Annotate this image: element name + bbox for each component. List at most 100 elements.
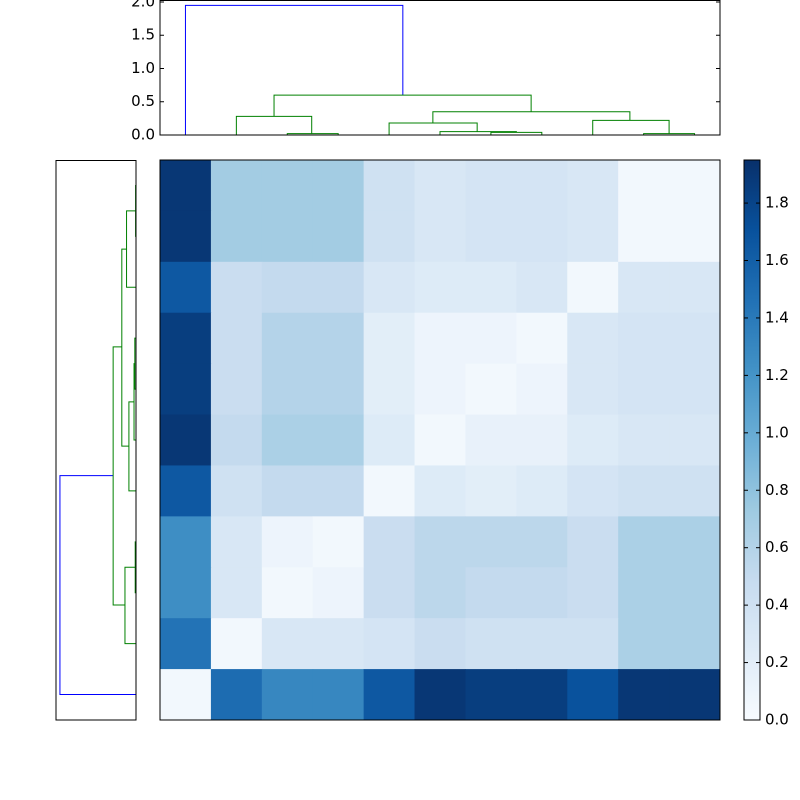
heatmap-cell	[210, 669, 263, 721]
dendrogram-link	[134, 337, 136, 390]
heatmap-cell	[516, 210, 568, 263]
heatmap-cell	[669, 516, 721, 568]
heatmap-cell	[261, 312, 314, 365]
heatmap-cell	[567, 516, 619, 568]
dendrogram-link	[388, 122, 478, 135]
heatmap-cell	[669, 465, 721, 517]
heatmap-cell	[414, 363, 466, 416]
heatmap-cell	[363, 465, 416, 517]
heatmap-cell	[160, 618, 212, 670]
heatmap-cell	[261, 363, 314, 416]
dendrogram-link	[235, 115, 313, 135]
dendrogram-link	[128, 401, 136, 492]
heatmap-cell	[516, 669, 568, 721]
heatmap-cell	[516, 261, 568, 314]
y-tick-label: 0.0	[131, 126, 155, 144]
heatmap-cell	[210, 210, 263, 263]
colorbar-tick-label: 0.2	[765, 653, 789, 671]
colorbar-tick-label: 1.8	[765, 194, 789, 212]
heatmap-cell	[261, 516, 314, 568]
heatmap-cell	[363, 210, 416, 263]
heatmap-cell	[160, 669, 212, 721]
heatmap-cell	[261, 210, 314, 263]
heatmap-cell	[567, 465, 619, 517]
heatmap-cell	[516, 567, 568, 619]
heatmap-cell	[618, 414, 670, 466]
heatmap-cell	[618, 567, 670, 619]
heatmap-cell	[261, 618, 314, 670]
colorbar-tick-label: 0.4	[765, 596, 789, 614]
heatmap-cell	[312, 516, 365, 568]
heatmap-cell	[669, 261, 721, 314]
heatmap-cell	[312, 567, 365, 619]
dendrogram-link	[432, 111, 631, 124]
heatmap-cell	[414, 312, 466, 365]
heatmap-cell	[669, 567, 721, 619]
heatmap-cell	[465, 261, 517, 314]
heatmap-cell	[312, 160, 365, 212]
heatmap-cell	[516, 414, 568, 466]
heatmap-cell	[618, 465, 670, 517]
heatmap-cell	[312, 465, 365, 517]
colorbar-tick-label: 0.6	[765, 538, 789, 556]
dendrogram-frame	[159, 0, 721, 136]
heatmap-cell	[160, 414, 212, 466]
heatmap-cell	[414, 210, 466, 263]
colorbar-tick-label: 1.0	[765, 423, 789, 441]
heatmap-cell	[567, 363, 619, 416]
dendrogram-link	[184, 4, 404, 135]
heatmap-cell	[261, 567, 314, 619]
heatmap-cell	[363, 312, 416, 365]
heatmap-cell	[210, 160, 263, 212]
heatmap-cell	[160, 363, 212, 416]
heatmap-cell	[516, 516, 568, 568]
heatmap-cell	[210, 465, 263, 517]
heatmap-cell	[210, 516, 263, 568]
heatmap-cell	[414, 516, 466, 568]
colorbar-tick-label: 1.6	[765, 251, 789, 269]
dendrogram-link	[273, 94, 532, 117]
heatmap-cell	[261, 160, 314, 212]
heatmap-cell	[669, 160, 721, 212]
heatmap-cell	[618, 312, 670, 365]
heatmap-cell	[160, 312, 212, 365]
colorbar-tick-label: 0.0	[765, 711, 789, 729]
dendrogram-link	[126, 210, 136, 288]
heatmap-cell	[261, 261, 314, 314]
heatmap-cell	[618, 363, 670, 416]
colorbar	[743, 159, 761, 721]
dendrogram-link	[121, 248, 129, 447]
dendrogram-link	[59, 475, 136, 696]
heatmap-cell	[618, 618, 670, 670]
heatmap-cell	[465, 669, 517, 721]
heatmap-cell	[567, 414, 619, 466]
dendrogram-link	[124, 566, 136, 645]
heatmap-cell	[261, 669, 314, 721]
heatmap-cell	[363, 261, 416, 314]
heatmap-cell	[363, 669, 416, 721]
dendrogram-link	[112, 346, 125, 606]
heatmap-cell	[312, 669, 365, 721]
dendrogram-link	[592, 119, 670, 135]
heatmap-cell	[465, 618, 517, 670]
heatmap-cell	[618, 160, 670, 212]
heatmap-cell	[414, 465, 466, 517]
heatmap-cell	[618, 516, 670, 568]
heatmap-cell	[363, 516, 416, 568]
heatmap-cell	[261, 465, 314, 517]
heatmap-cell	[465, 414, 517, 466]
heatmap-cell	[414, 567, 466, 619]
heatmap-cell	[465, 516, 517, 568]
colorbar-tick-label: 0.8	[765, 481, 789, 499]
heatmap-cell	[618, 261, 670, 314]
heatmap-cell	[363, 414, 416, 466]
heatmap-cell	[414, 160, 466, 212]
heatmap-cell	[363, 618, 416, 670]
heatmap-cell	[465, 312, 517, 365]
heatmap-cell	[414, 669, 466, 721]
colorbar-tick-label: 1.4	[765, 308, 789, 326]
heatmap-cell	[312, 261, 365, 314]
heatmap-cell	[465, 160, 517, 212]
heatmap-cell	[465, 567, 517, 619]
